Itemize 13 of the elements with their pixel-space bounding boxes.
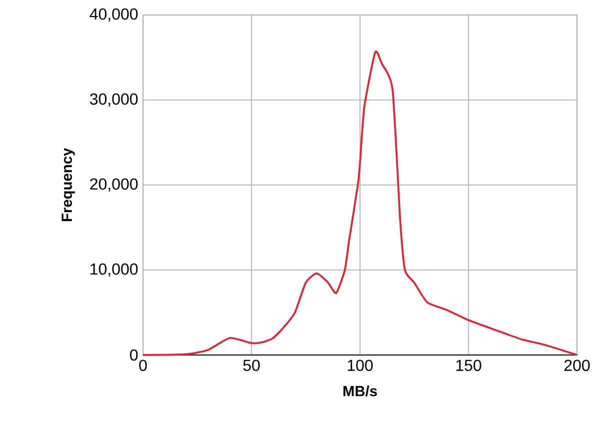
x-tick-label: 0	[139, 360, 147, 372]
x-tick-label: 50	[243, 360, 260, 372]
y-axis-title: Frequency	[62, 148, 75, 222]
line-series	[142, 50, 578, 356]
y-tick-label: 10,000	[90, 263, 138, 277]
x-tick-label: 100	[348, 360, 373, 372]
y-tick-label: 30,000	[90, 93, 138, 107]
y-tick-label: 20,000	[90, 178, 138, 192]
x-tick-label: 200	[564, 360, 590, 372]
x-axis-title: MB/s	[343, 386, 377, 396]
x-tick-label: 150	[456, 360, 482, 372]
y-tick-label: 0	[130, 349, 138, 361]
y-tick-label: 40,000	[90, 8, 138, 22]
